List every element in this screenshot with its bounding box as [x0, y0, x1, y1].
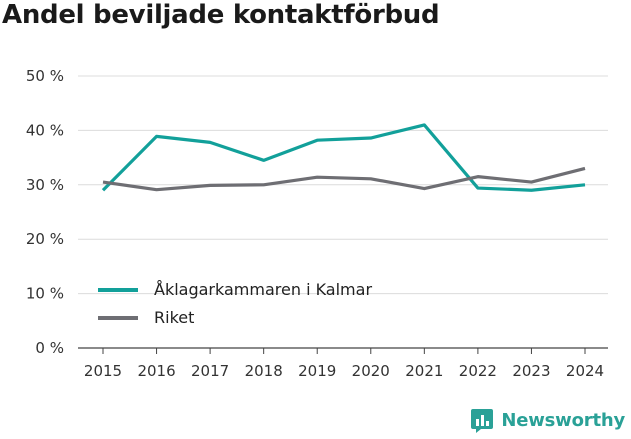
x-tick-label: 2016 — [137, 362, 175, 380]
y-tick-label: 10 % — [26, 285, 64, 303]
y-tick-label: 20 % — [26, 230, 64, 248]
x-tick-label: 2021 — [405, 362, 443, 380]
x-tick-label: 2024 — [566, 362, 604, 380]
grid — [78, 75, 608, 349]
x-tick-label: 2023 — [512, 362, 550, 380]
x-tick-label: 2015 — [84, 362, 122, 380]
legend-label: Åklagarkammaren i Kalmar — [154, 280, 372, 299]
legend: Åklagarkammaren i Kalmar Riket — [98, 280, 372, 327]
newsworthy-logo: Newsworthy — [469, 407, 625, 433]
x-axis: 2015 2016 2017 2018 2019 2020 2021 2022 2023 2024 — [84, 348, 604, 380]
y-tick-label: 40 % — [26, 121, 64, 139]
series-line-riket — [102, 166, 586, 192]
x-tick-label: 2019 — [298, 362, 336, 380]
series-lines — [101, 123, 586, 192]
x-tick-label: 2022 — [459, 362, 497, 380]
brand-name: Newsworthy — [501, 409, 625, 431]
y-tick-label: 50 % — [26, 67, 64, 85]
x-tick-label: 2020 — [352, 362, 390, 380]
y-tick-label: 0 % — [35, 339, 64, 357]
x-tick-label: 2018 — [245, 362, 283, 380]
y-tick-label: 30 % — [26, 176, 64, 194]
x-tick-label: 2017 — [191, 362, 229, 380]
series-line-aklagarkammaren-kalmar — [101, 123, 586, 192]
legend-label: Riket — [154, 308, 194, 327]
y-axis: 0 % 10 % 20 % 30 % 40 % 50 % — [26, 67, 64, 357]
chart-title: Andel beviljade kontaktförbud — [2, 0, 440, 30]
newsworthy-logo-icon — [471, 409, 494, 433]
